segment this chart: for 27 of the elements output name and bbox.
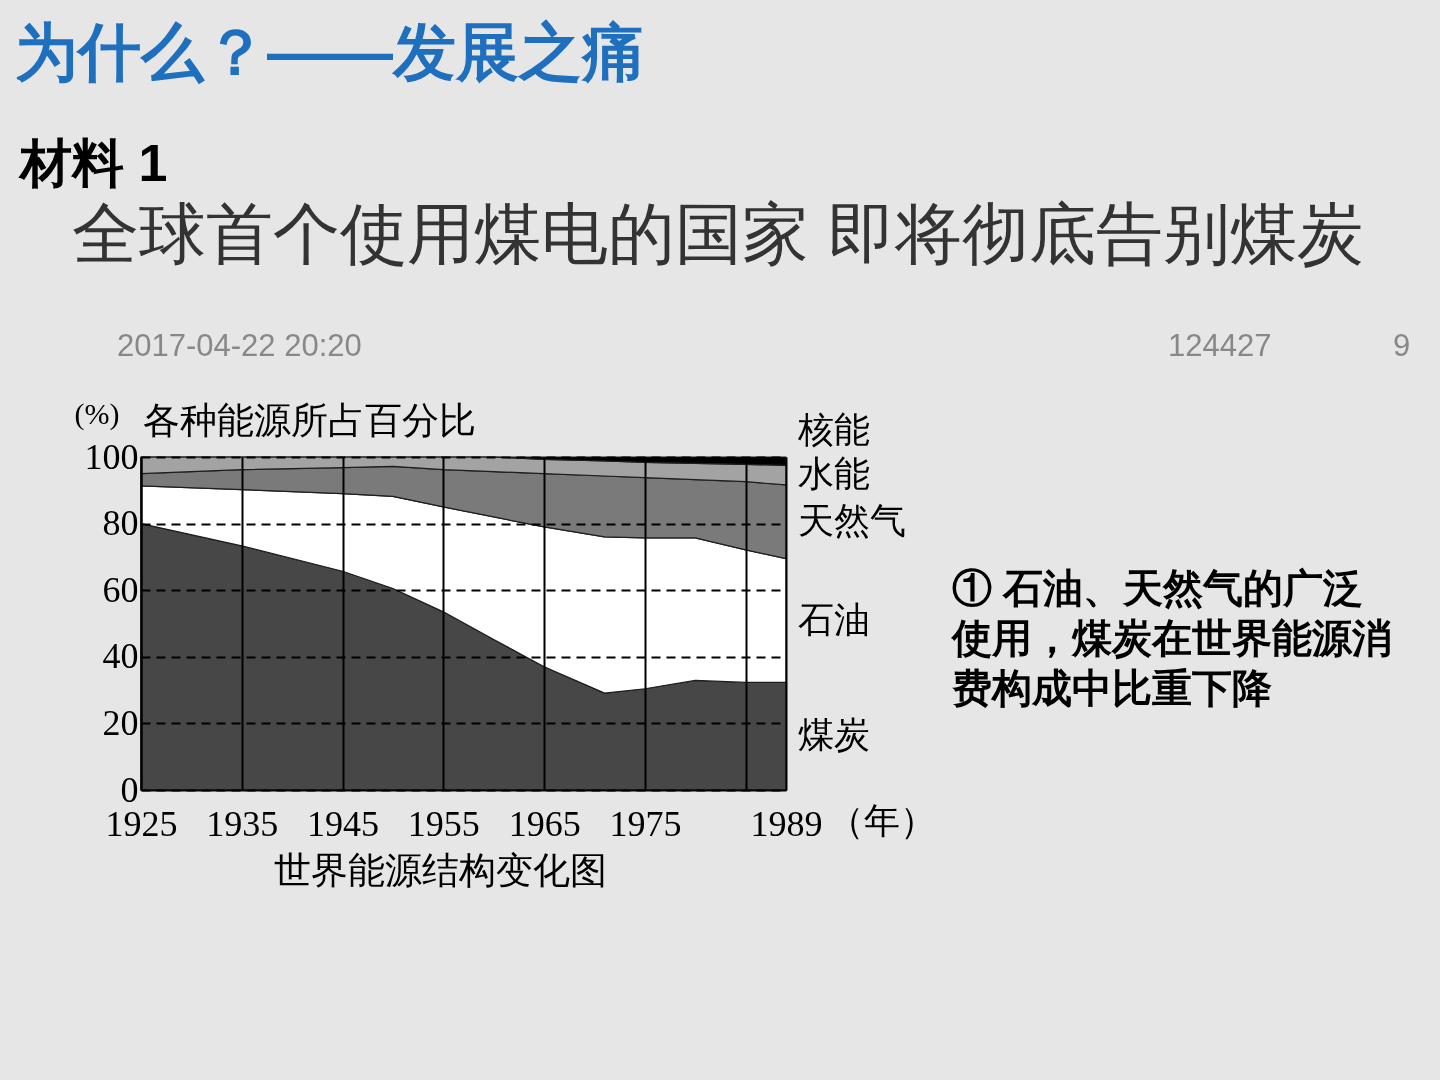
- x-tick-label: 1989: [750, 803, 823, 844]
- x-tick-label: 1955: [407, 803, 480, 844]
- x-tick-label: 1965: [508, 803, 581, 844]
- series-label: 天然气: [798, 500, 906, 541]
- y-tick-label: 100: [84, 436, 139, 477]
- x-tick-label: 1935: [206, 803, 279, 844]
- text: 2017-04-22 20:20: [117, 328, 362, 363]
- x-tick-label: 1945: [307, 803, 380, 844]
- y-tick-label: 60: [102, 569, 139, 610]
- series-label: 石油: [798, 599, 870, 640]
- y-tick-label: 20: [102, 702, 139, 743]
- y-axis-title: (%): [74, 397, 120, 431]
- text: 材料 1: [18, 134, 168, 192]
- chart-title: 各种能源所占百分比: [143, 400, 476, 441]
- text: 全球首个使用煤电的国家 即将彻底告别煤炭: [72, 196, 1364, 271]
- text: 124427: [1168, 328, 1272, 363]
- text: 为什么？——发展之痛: [15, 17, 645, 87]
- y-tick-label: 80: [102, 503, 139, 544]
- y-tick-label: 40: [102, 636, 139, 677]
- text: 世界能源结构变化图: [274, 850, 607, 891]
- text: ① 石油、天然气的广泛使用，煤炭在世界能源消费构成中比重下降: [950, 566, 1392, 710]
- x-tick-label: 1975: [609, 803, 682, 844]
- text: 9: [1393, 328, 1411, 363]
- series-label: 水能: [798, 454, 870, 495]
- series-label: 核能: [797, 410, 870, 451]
- series-label: 煤炭: [798, 715, 870, 756]
- x-axis-title: （年）: [828, 801, 936, 841]
